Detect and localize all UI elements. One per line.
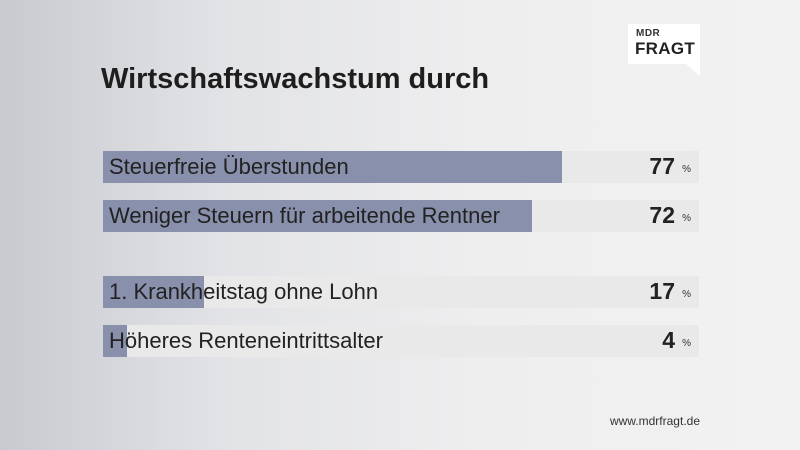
bar-unit: % [682, 289, 691, 300]
bar-unit: % [682, 338, 691, 349]
bar-row: 1. Krankheitstag ohne Lohn 17% [103, 276, 699, 308]
bar-label: Weniger Steuern für arbeitende Rentner [109, 203, 500, 228]
logo-tail [686, 64, 700, 76]
bar-label: 1. Krankheitstag ohne Lohn [109, 279, 379, 304]
bar-row: Weniger Steuern für arbeitende Rentner 72… [103, 200, 699, 232]
footer-url: www.mdrfragt.de [609, 414, 700, 428]
logo-main-text: FRAGT [635, 39, 696, 58]
bar-value: 4 [662, 327, 675, 353]
bar [103, 276, 204, 308]
bar [103, 200, 532, 232]
bar-label: Steuerfreie Überstunden [109, 154, 349, 179]
bar [103, 151, 562, 183]
bar-unit: % [682, 164, 691, 175]
logo-top-text: MDR [636, 28, 661, 39]
bar-value: 77 [649, 153, 675, 179]
bar-unit: % [682, 213, 691, 224]
bar-value: 72 [649, 202, 675, 228]
bar-value: 17 [649, 278, 675, 304]
bar-row: Steuerfreie Überstunden 77% [103, 151, 699, 183]
bar [103, 325, 127, 357]
bar-row: Höheres Renteneintrittsalter 4% [103, 325, 699, 357]
bar-label: Höheres Renteneintrittsalter [109, 328, 383, 353]
chart-title: Wirtschaftswachstum durch [101, 63, 490, 95]
